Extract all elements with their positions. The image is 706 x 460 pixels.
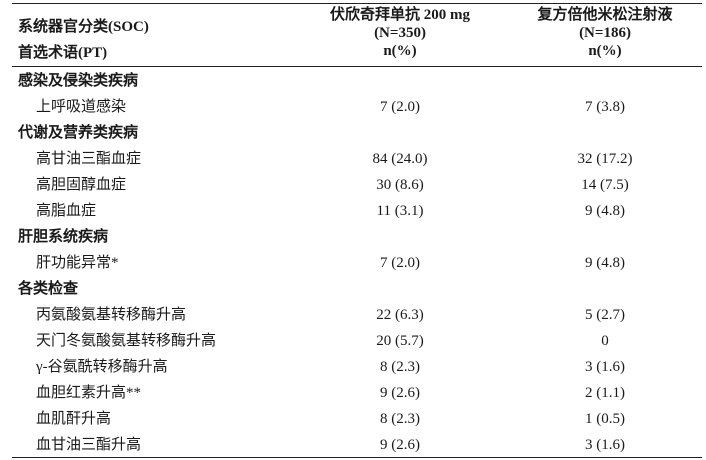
control-value: 32 (17.2) <box>577 151 633 167</box>
treatment-value: 11 (3.1) <box>376 203 424 219</box>
header-pt-label: 首选术语(PT) <box>18 45 108 61</box>
table-row: 肝功能异常* 7 (2.0) 9 (4.8) <box>0 250 706 276</box>
header-soc-label: 系统器官分类(SOC) <box>18 19 149 35</box>
term-label: 血肌酐升高 <box>36 411 112 427</box>
category-row: 感染及侵染类疾病 <box>0 68 706 94</box>
treatment-value: 7 (2.0) <box>380 99 420 115</box>
term-label: 高脂血症 <box>36 203 97 219</box>
header-bottom-rule <box>12 66 702 67</box>
category-label: 代谢及营养类疾病 <box>18 125 139 141</box>
control-value: 1 (0.5) <box>585 411 625 427</box>
table-row: 血甘油三酯升高 9 (2.6) 3 (1.6) <box>0 432 706 458</box>
table-row: 高胆固醇血症 30 (8.6) 14 (7.5) <box>0 172 706 198</box>
category-row: 各类检查 <box>0 276 706 302</box>
term-label: 血胆红素升高** <box>36 385 142 401</box>
header-control-name: 复方倍他米松注射液 <box>537 7 673 23</box>
table-row: γ-谷氨酰转移酶升高 8 (2.3) 3 (1.6) <box>0 354 706 380</box>
table-row: 血胆红素升高** 9 (2.6) 2 (1.1) <box>0 380 706 406</box>
table-row: 高脂血症 11 (3.1) 9 (4.8) <box>0 198 706 224</box>
control-value: 14 (7.5) <box>581 177 629 193</box>
term-label: 血甘油三酯升高 <box>36 437 142 453</box>
term-label: 丙氨酸氨基转移酶升高 <box>36 307 187 323</box>
table-bottom-rule <box>12 457 702 458</box>
table-row: 高甘油三酯血症 84 (24.0) 32 (17.2) <box>0 146 706 172</box>
category-row: 代谢及营养类疾病 <box>0 120 706 146</box>
term-label: γ-谷氨酰转移酶升高 <box>36 359 168 375</box>
term-label: 高胆固醇血症 <box>36 177 127 193</box>
treatment-value: 9 (2.6) <box>380 437 420 453</box>
treatment-value: 22 (6.3) <box>376 307 424 323</box>
table-row: 血肌酐升高 8 (2.3) 1 (0.5) <box>0 406 706 432</box>
header-treatment-column: 伏欣奇拜单抗 200 mg (N=350) n(%) <box>300 6 500 60</box>
header-treatment-name: 伏欣奇拜单抗 200 mg <box>330 7 470 23</box>
term-label: 天门冬氨酸氨基转移酶升高 <box>36 333 217 349</box>
control-value: 2 (1.1) <box>585 385 625 401</box>
category-label: 肝胆系统疾病 <box>18 229 109 245</box>
header-treatment-n: (N=350) <box>374 25 426 41</box>
control-value: 3 (1.6) <box>585 437 625 453</box>
table-row: 天门冬氨酸氨基转移酶升高 20 (5.7) 0 <box>0 328 706 354</box>
treatment-value: 7 (2.0) <box>380 255 420 271</box>
header-treatment-unit: n(%) <box>383 43 417 59</box>
header-soc-pt: 系统器官分类(SOC) 首选术语(PT) <box>18 14 149 66</box>
category-row: 肝胆系统疾病 <box>0 224 706 250</box>
control-value: 9 (4.8) <box>585 203 625 219</box>
term-label: 高甘油三酯血症 <box>36 151 142 167</box>
treatment-value: 9 (2.6) <box>380 385 420 401</box>
header-control-column: 复方倍他米松注射液 (N=186) n(%) <box>505 6 705 60</box>
category-label: 感染及侵染类疾病 <box>18 73 139 89</box>
treatment-value: 8 (2.3) <box>380 359 420 375</box>
control-value: 9 (4.8) <box>585 255 625 271</box>
category-label: 各类检查 <box>18 281 79 297</box>
treatment-value: 30 (8.6) <box>376 177 424 193</box>
treatment-value: 8 (2.3) <box>380 411 420 427</box>
control-value: 0 <box>601 333 609 349</box>
term-label: 上呼吸道感染 <box>36 99 127 115</box>
control-value: 3 (1.6) <box>585 359 625 375</box>
table-row: 丙氨酸氨基转移酶升高 22 (6.3) 5 (2.7) <box>0 302 706 328</box>
control-value: 5 (2.7) <box>585 307 625 323</box>
header-control-unit: n(%) <box>588 43 622 59</box>
term-label: 肝功能异常* <box>36 255 119 271</box>
table-row: 上呼吸道感染 7 (2.0) 7 (3.8) <box>0 94 706 120</box>
header-control-n: (N=186) <box>579 25 631 41</box>
table-top-rule <box>12 3 702 4</box>
treatment-value: 20 (5.7) <box>376 333 424 349</box>
control-value: 7 (3.8) <box>585 99 625 115</box>
treatment-value: 84 (24.0) <box>372 151 428 167</box>
